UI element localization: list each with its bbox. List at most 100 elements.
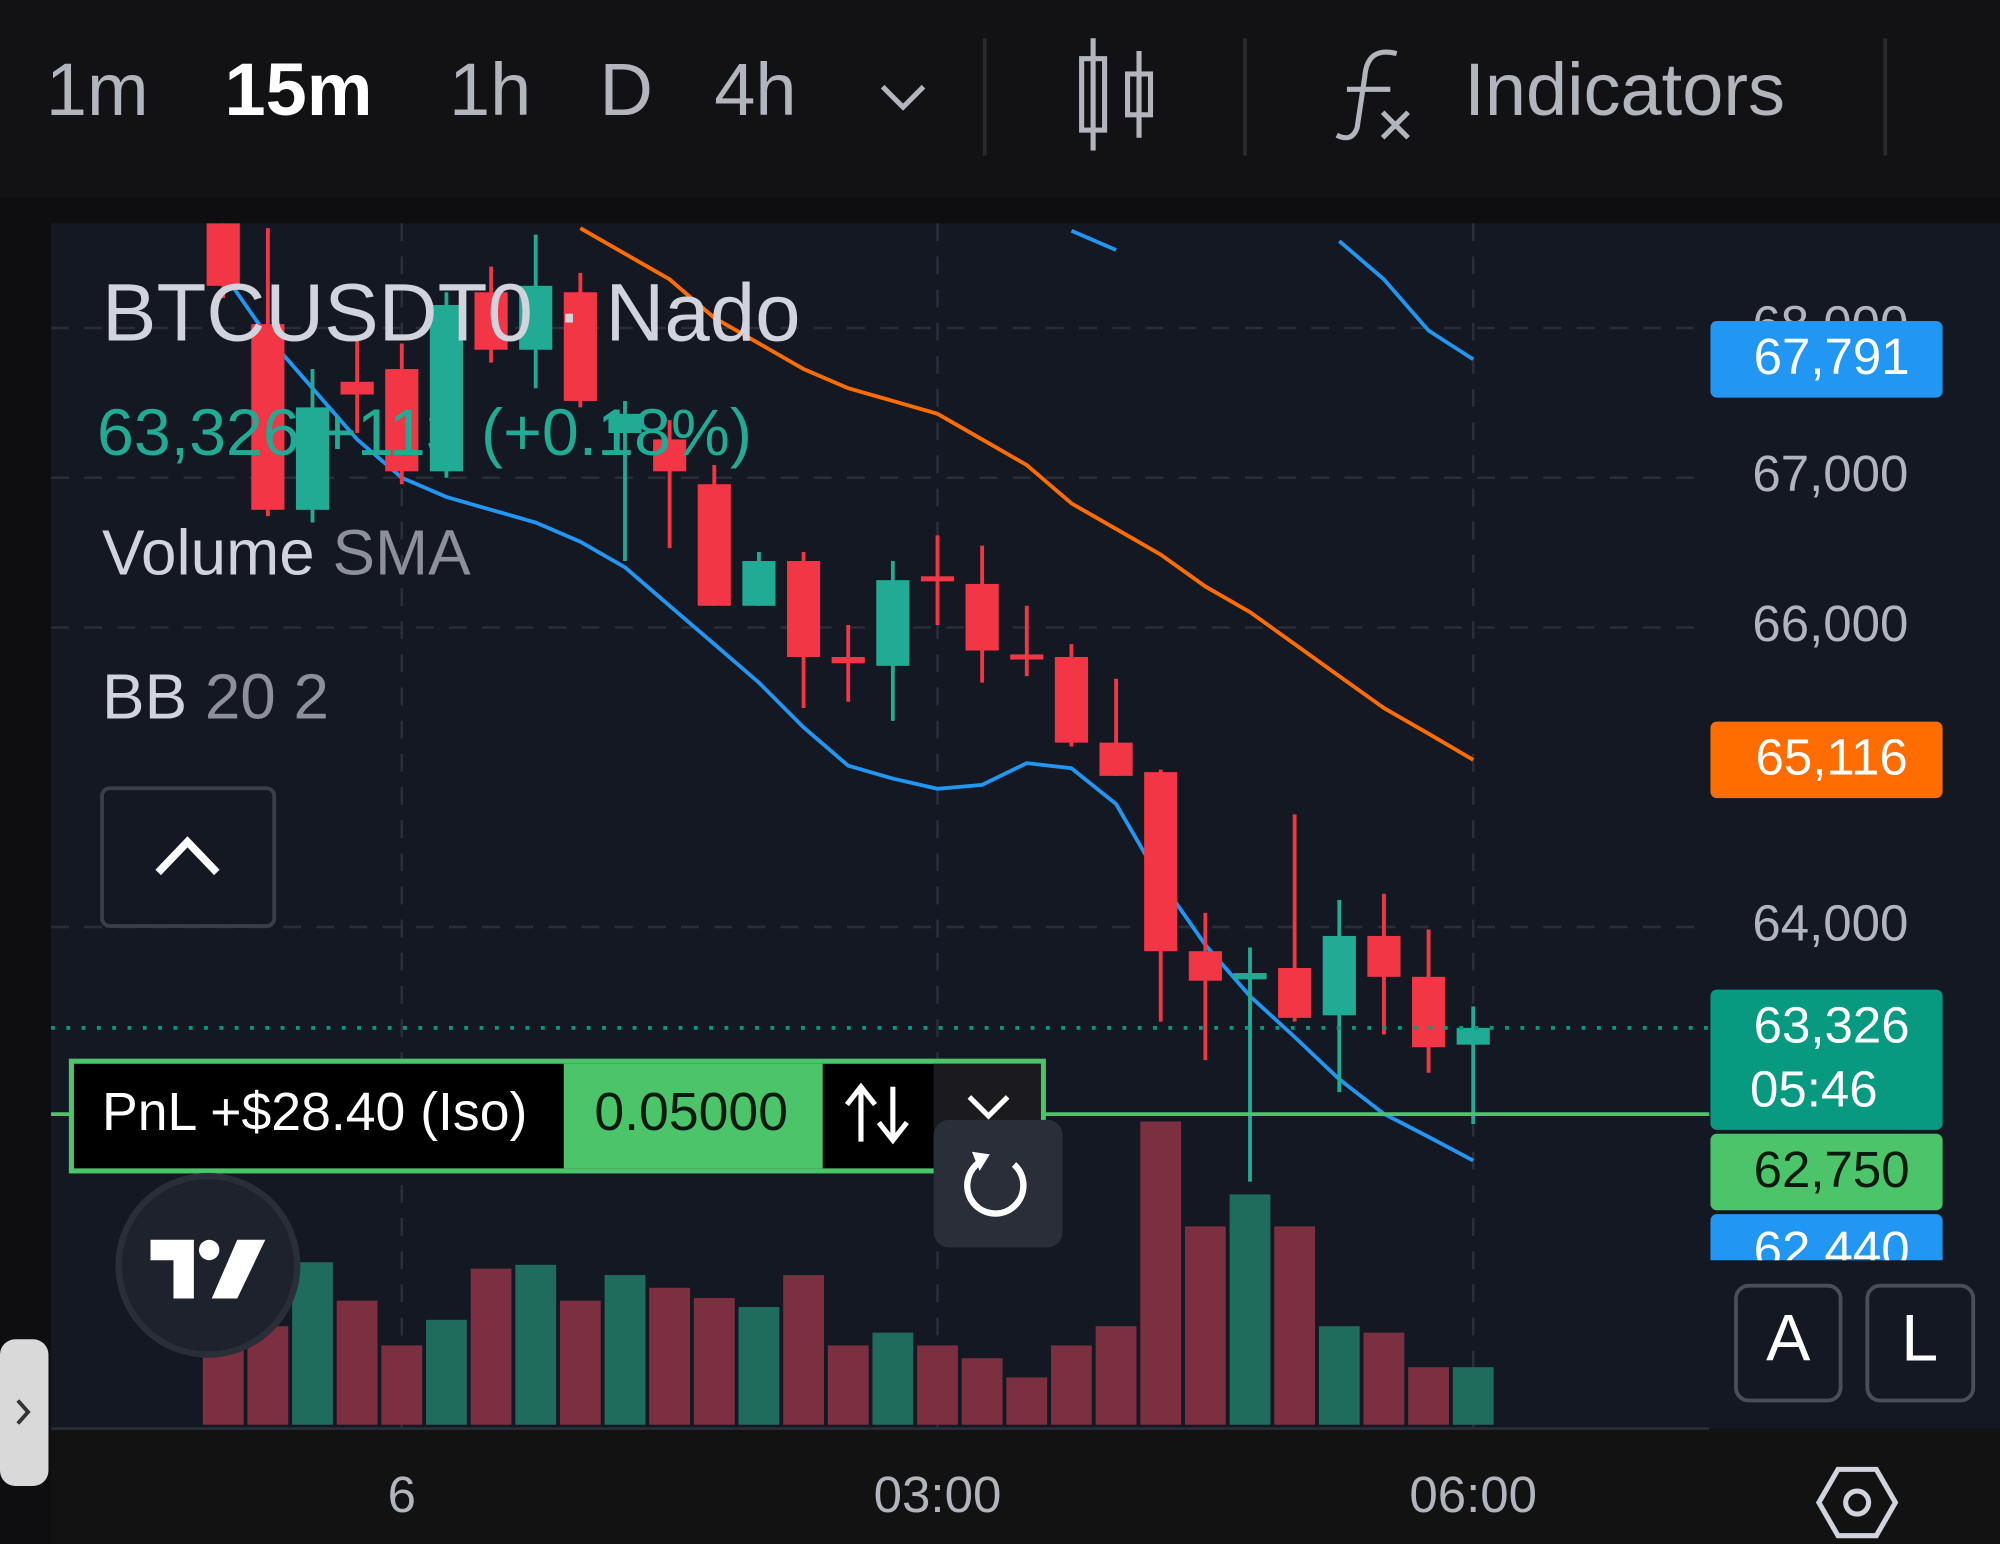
volume-bar <box>515 1264 557 1425</box>
volume-bar <box>604 1275 646 1425</box>
interval[interactable]: D <box>599 48 652 131</box>
side-panel-toggle[interactable] <box>0 1339 49 1486</box>
interval[interactable]: 4h <box>714 48 796 131</box>
price-badge-label: 67,791 <box>1754 328 1910 385</box>
candle-body <box>1099 742 1133 776</box>
interval-selected[interactable]: 15m <box>224 48 372 131</box>
price-badge-label: 65,116 <box>1756 729 1908 786</box>
candle-body <box>519 285 553 350</box>
volume-bar <box>649 1287 691 1425</box>
volume-bar <box>738 1307 780 1425</box>
y-tick-label: 66,000 <box>1752 595 1908 652</box>
indicators-button[interactable]: Indicators <box>1335 48 1785 141</box>
settings-button[interactable] <box>1815 1466 1899 1539</box>
button-label[interactable]: L <box>1901 1302 1938 1376</box>
band-line <box>1070 228 1475 361</box>
pnl: PnL +$28.40 (Iso) <box>102 1083 527 1142</box>
reverse-icon[interactable] <box>844 1082 909 1145</box>
y-tick-label: 64,000 <box>1752 894 1908 951</box>
indicator-name: BB <box>102 660 187 732</box>
price-badge-label: 62,440 <box>1754 1221 1910 1278</box>
scale-buttons: A L <box>1734 1283 1976 1403</box>
candle-body <box>1322 935 1356 1016</box>
volume-bar <box>1006 1377 1048 1425</box>
interval-dropdown[interactable] <box>880 84 926 111</box>
volume-bar <box>1452 1367 1494 1425</box>
volume-bar <box>336 1300 378 1425</box>
candle-body <box>251 324 285 510</box>
order-line[interactable]: PnL +$28.40 (Iso) 0.05000 <box>68 1058 1046 1174</box>
volume-bar <box>827 1345 869 1425</box>
candle-body <box>920 576 955 582</box>
indicators-label[interactable]: Indicators <box>1464 48 1785 131</box>
candle-body <box>1010 654 1044 660</box>
button-label[interactable]: A <box>1766 1302 1811 1376</box>
price-badge <box>1710 321 1943 398</box>
candle-body <box>786 561 821 657</box>
candle-body <box>429 304 464 472</box>
volume-bar <box>1229 1194 1271 1425</box>
bar-countdown: 05:46 <box>1750 1060 1878 1117</box>
indicator-name: Volume <box>102 516 315 588</box>
price-badge-label: 62,750 <box>1754 1141 1910 1198</box>
quantity: 0.05000 <box>594 1083 788 1142</box>
volume-bar <box>1408 1367 1449 1425</box>
band-line <box>579 226 1475 762</box>
x-tick-label: 03:00 <box>874 1466 1002 1523</box>
chart-type-button[interactable] <box>1079 38 1154 151</box>
price-badge <box>1710 1214 1943 1261</box>
volume-bar <box>559 1300 601 1425</box>
tradingview-logo[interactable] <box>115 1172 301 1358</box>
volume-bar <box>917 1345 958 1425</box>
price-badge <box>1710 721 1943 799</box>
x-tick-label: 06:00 <box>1409 1466 1537 1523</box>
candle-body <box>1054 656 1089 743</box>
price-badge-label: 63,326 <box>1754 997 1910 1054</box>
volume-bar <box>1051 1345 1092 1425</box>
candle-body <box>742 561 776 606</box>
undo-button[interactable] <box>933 1119 1063 1248</box>
candle-body <box>1188 951 1222 981</box>
x-tick-label: 6 <box>388 1466 416 1523</box>
volume-bar <box>783 1275 824 1425</box>
interval[interactable]: 1h <box>449 48 531 131</box>
volume-bar <box>1095 1326 1137 1425</box>
volume-bar <box>426 1319 467 1425</box>
volume-bar <box>1274 1226 1316 1425</box>
candle-body <box>563 292 597 401</box>
auto-scale-button[interactable] <box>1734 1283 1843 1403</box>
toolbar <box>0 0 2000 198</box>
volume-bar <box>1140 1121 1182 1425</box>
price-labels: 67,791 65,116 63,326 05:46 62,750 62,440 <box>1710 321 1943 1278</box>
time-axis <box>51 1428 2000 1544</box>
candle-body <box>1456 1027 1490 1045</box>
candle-body <box>385 369 419 472</box>
candle-body <box>876 580 910 666</box>
candle-body <box>1411 976 1446 1048</box>
quote: 63,326 +113 (+0.18%) <box>97 396 752 470</box>
candle-body <box>831 656 865 664</box>
candle-body <box>474 292 508 350</box>
price-badge <box>1710 1133 1943 1211</box>
band-line <box>221 271 1475 1163</box>
volume-bar <box>470 1268 512 1425</box>
candle-body <box>697 484 731 606</box>
order-menu[interactable] <box>967 1095 1010 1120</box>
volume-bar <box>292 1262 333 1425</box>
indicator-params: 20 2 <box>205 660 329 732</box>
collapse-legend-button[interactable] <box>100 786 277 928</box>
candle-body <box>206 223 240 286</box>
volume-bar <box>1184 1226 1226 1425</box>
bb-legend: BB 20 2 <box>102 660 329 732</box>
plot <box>51 223 1710 1429</box>
log-scale-button[interactable] <box>1865 1283 1976 1403</box>
candle-body <box>340 381 374 395</box>
y-tick-label: 67,000 <box>1752 445 1908 502</box>
volume-bar <box>1318 1326 1360 1425</box>
symbol: BTCUSDT0 · Nado <box>102 267 801 358</box>
candle-body <box>1233 973 1267 980</box>
volume-bar <box>1363 1332 1405 1425</box>
interval[interactable]: 1m <box>46 48 149 131</box>
candle-body <box>608 413 642 433</box>
